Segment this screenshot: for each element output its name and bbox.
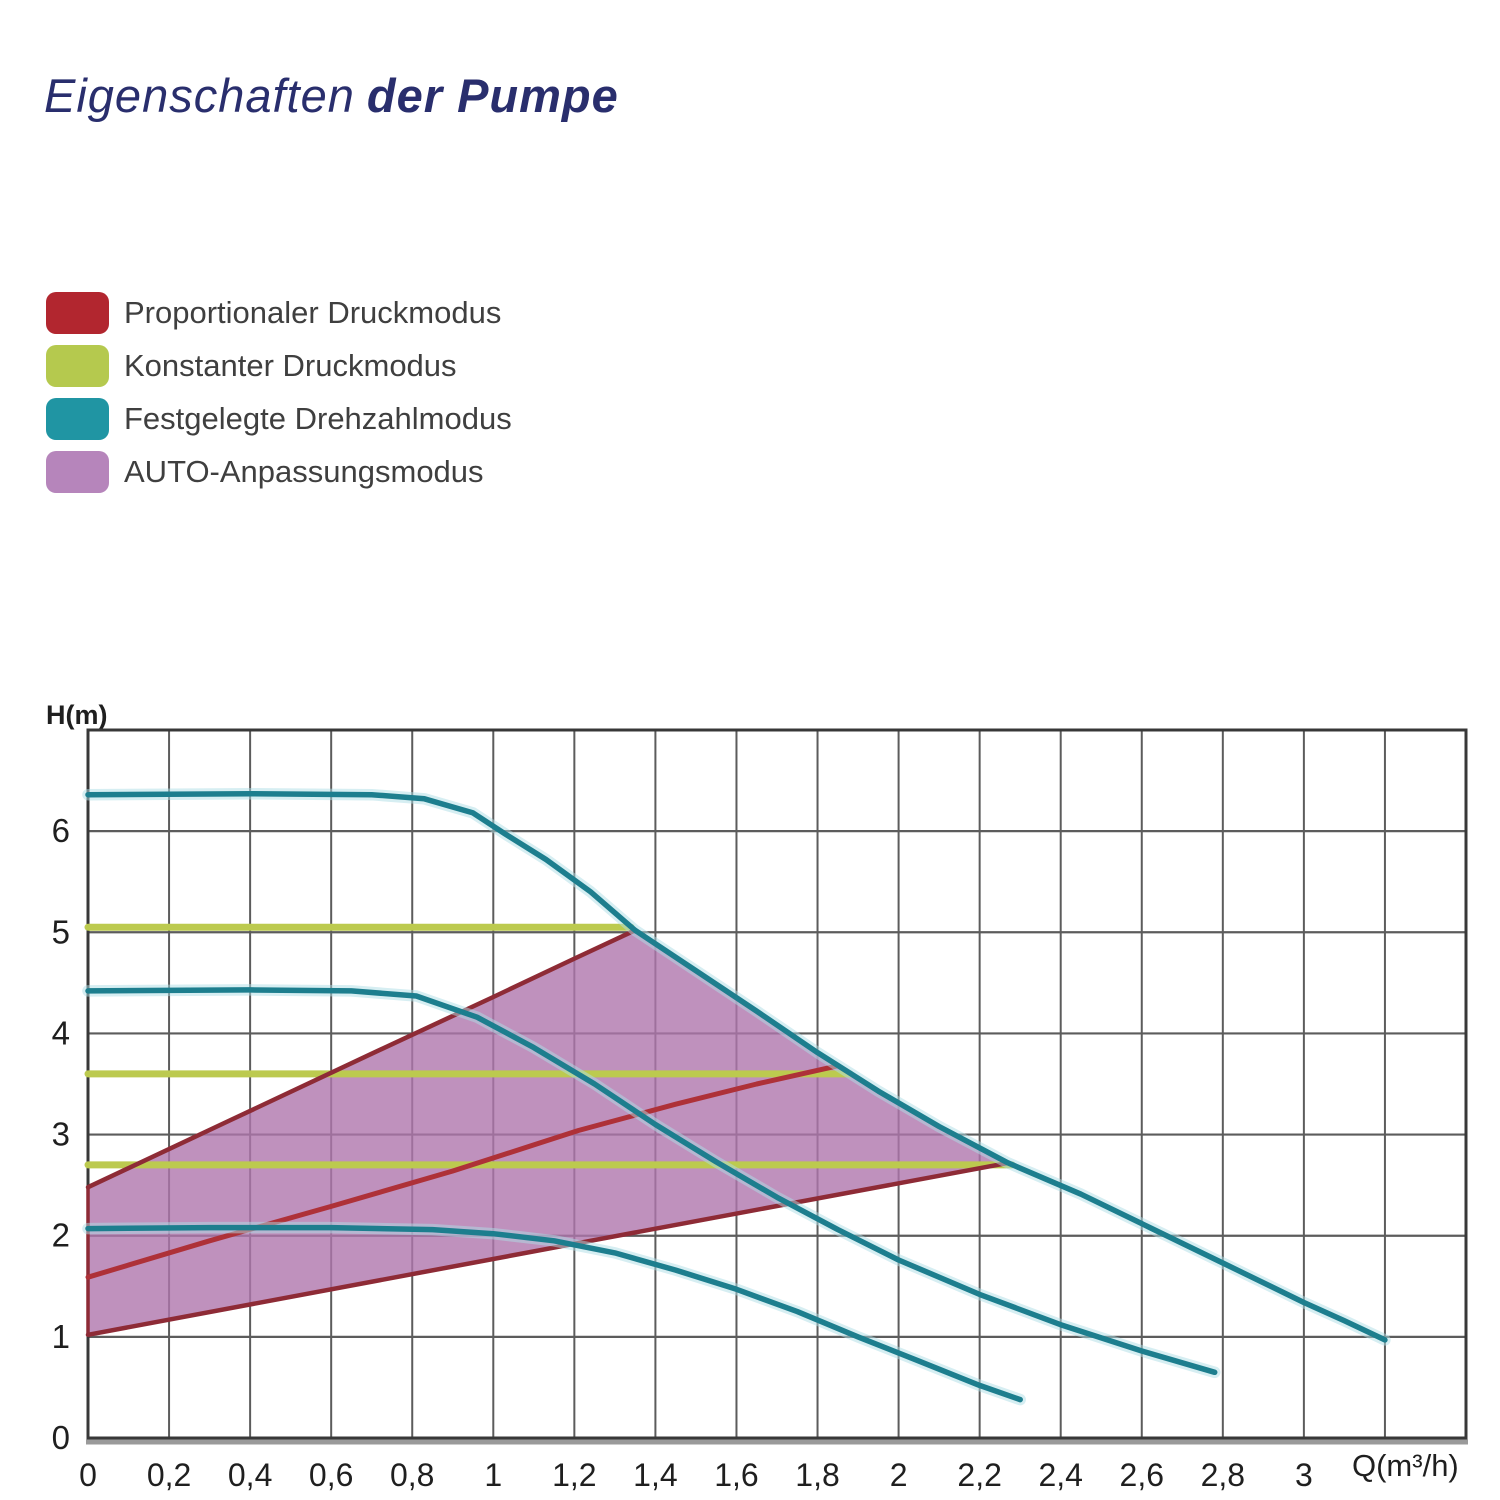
x-tick-label: 0,2: [147, 1457, 191, 1493]
series-fixed-speed-II: [85, 987, 1218, 1376]
legend-item-auto-adapt-mode: AUTO-Anpassungsmodus: [46, 451, 512, 493]
x-tick-label: 1: [484, 1457, 502, 1493]
legend-item-fixed-speed-mode: Festgelegte Drehzahlmodus: [46, 398, 512, 440]
legend-item-constant-pressure-mode: Konstanter Druckmodus: [46, 345, 512, 387]
x-tick-label: 2,4: [1038, 1457, 1082, 1493]
y-tick-label: 0: [52, 1419, 70, 1456]
legend-label-fixed-speed-mode: Festgelegte Drehzahlmodus: [124, 401, 512, 436]
x-tick-label: 2,8: [1201, 1457, 1245, 1493]
legend-label-auto-adapt-mode: AUTO-Anpassungsmodus: [124, 454, 484, 489]
series-fixed-speed-I: [85, 1224, 1023, 1403]
x-tick-label: 1,6: [714, 1457, 758, 1493]
x-tick-label: 1,8: [795, 1457, 839, 1493]
series-proportional-pressure-max: [85, 928, 638, 1190]
page-title: Eigenschaften der Pumpe: [44, 68, 619, 123]
legend-item-proportional-pressure-mode: Proportionaler Druckmodus: [46, 292, 512, 334]
page-title-regular: Eigenschaften: [44, 69, 355, 122]
y-tick-label: 6: [52, 812, 70, 849]
series-fixed-speed-III: [85, 790, 1388, 1343]
x-tick-label: 0: [79, 1457, 97, 1493]
y-tick-label: 3: [52, 1116, 70, 1153]
page-title-bold: der Pumpe: [366, 69, 619, 122]
y-tick-label: 2: [52, 1217, 70, 1254]
legend-label-proportional-pressure-mode: Proportionaler Druckmodus: [124, 295, 502, 330]
legend-swatch-auto-adapt-mode: [46, 451, 109, 493]
y-tick-label: 5: [52, 913, 70, 950]
chart-legend: Proportionaler Druckmodus Konstanter Druc…: [46, 292, 512, 504]
y-tick-label: 4: [52, 1014, 70, 1051]
y-tick-label: 1: [52, 1318, 70, 1355]
y-axis-label: H(m): [46, 700, 108, 730]
x-tick-label: 1,4: [633, 1457, 677, 1493]
series-proportional-pressure-mid: [85, 1063, 841, 1280]
x-tick-label: 2,6: [1120, 1457, 1164, 1493]
x-tick-label: 2: [890, 1457, 908, 1493]
legend-swatch-fixed-speed-mode: [46, 398, 109, 440]
legend-swatch-constant-pressure-mode: [46, 345, 109, 387]
x-tick-label: 0,6: [309, 1457, 353, 1493]
x-tick-label: 0,8: [390, 1457, 434, 1493]
x-tick-label: 3: [1295, 1457, 1313, 1493]
plot-border: [86, 728, 1468, 1440]
x-tick-label: 0,4: [228, 1457, 272, 1493]
x-tick-label: 1,2: [552, 1457, 596, 1493]
x-tick-label: 2,2: [957, 1457, 1001, 1493]
legend-label-constant-pressure-mode: Konstanter Druckmodus: [124, 348, 457, 383]
legend-swatch-proportional-pressure-mode: [46, 292, 109, 334]
x-axis-label: Q(m³/h): [1352, 1448, 1459, 1483]
